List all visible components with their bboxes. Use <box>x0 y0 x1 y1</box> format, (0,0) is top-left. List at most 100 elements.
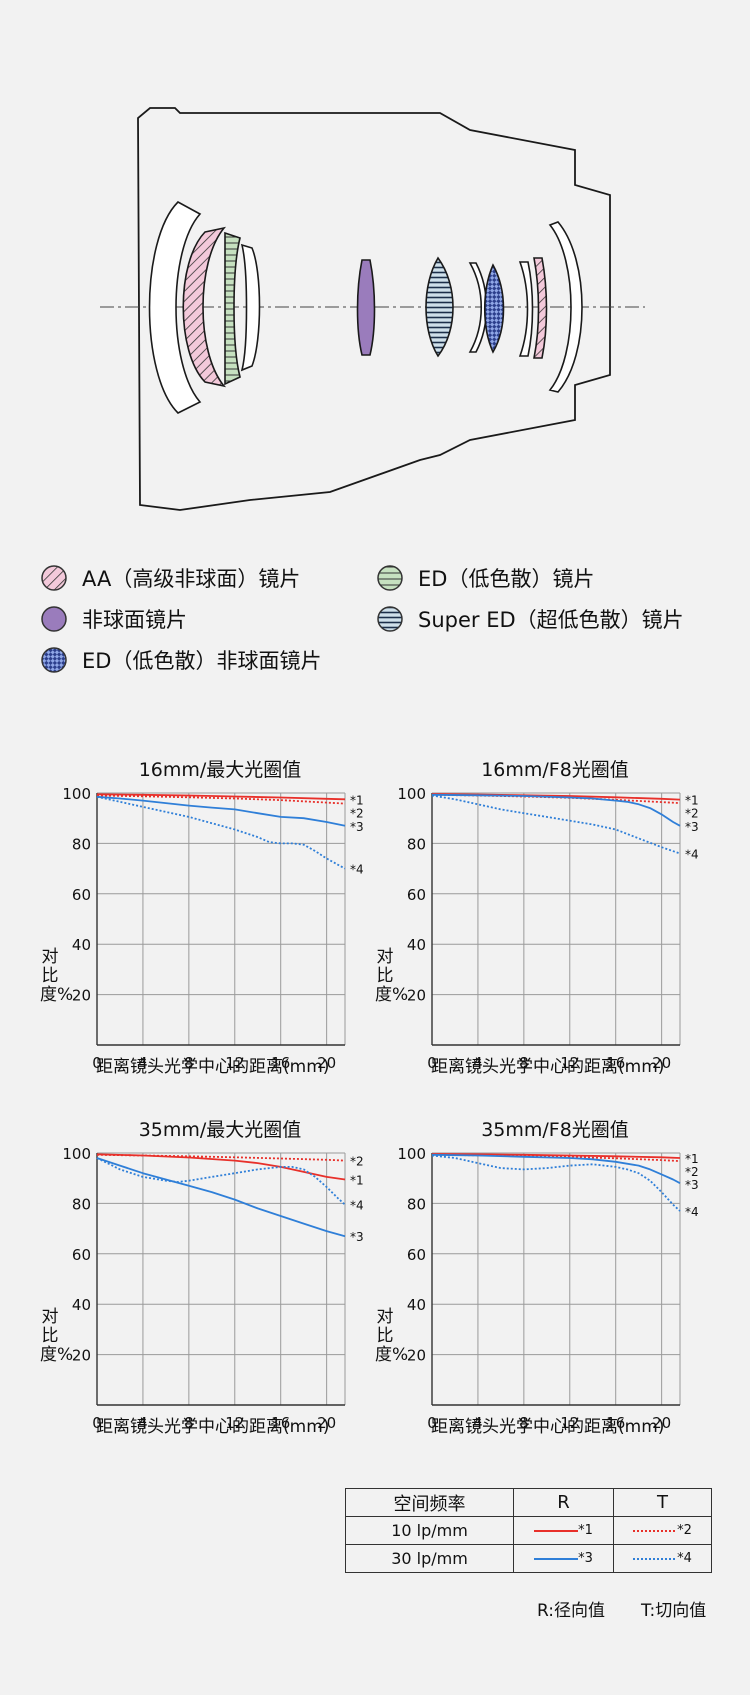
y-tick-label: 60 <box>72 1246 91 1264</box>
x-axis-label: 距离镜头光学中心的距离(mm) <box>431 1417 665 1437</box>
y-tick-label: 40 <box>407 936 426 954</box>
radial-key-cell: *1 <box>513 1516 614 1545</box>
x-tick-label: 12 <box>225 1054 244 1072</box>
series-end-label: *1 <box>685 1152 699 1166</box>
series-line-n3 <box>431 1153 681 1184</box>
series-line-n4 <box>431 1154 681 1212</box>
x-tick-label: 20 <box>317 1054 336 1072</box>
mtf-chart-35mm-wide-open: 35mm/最大光圈值 0 4 8 12 16 20 20 40 60 80 100 *1 *2 *3 *4 … <box>0 1110 375 1440</box>
lens-element-rear-meniscus-1 <box>468 262 488 353</box>
y-tick-label: 80 <box>72 835 91 853</box>
blue-striped-circle-icon <box>377 606 403 632</box>
series-end-label: *1 <box>350 1173 364 1187</box>
purple-circle-icon <box>41 606 67 632</box>
blue-solid-line-swatch <box>534 1557 579 1560</box>
green-circle-icon <box>377 565 403 591</box>
series-line-n4 <box>96 1157 346 1206</box>
lens-element-aa-aspherical <box>182 226 227 388</box>
y-axis-label: 对比度% <box>40 947 74 1005</box>
pink-hatched-circle-icon <box>41 565 67 591</box>
series-line-n2 <box>96 794 346 805</box>
x-tick-label: 8 <box>184 1414 194 1432</box>
series-line-n3 <box>96 795 346 827</box>
chart-title: 16mm/F8光圈值 <box>481 759 629 781</box>
x-tick-label: 16 <box>606 1414 625 1432</box>
series-end-label: *2 <box>350 1155 364 1169</box>
lens-barrel-outline <box>137 107 611 511</box>
series-line-n1 <box>96 793 346 801</box>
series-key-label: *1 <box>578 1523 593 1538</box>
legend-item-aa-aspherical: AA（高级非球面）镜片 <box>40 563 300 593</box>
series-end-label: *1 <box>350 793 364 807</box>
legend-item-ed: ED（低色散）镜片 <box>376 563 594 593</box>
x-tick-label: 0 <box>427 1414 437 1432</box>
series-line-n1 <box>431 1153 681 1159</box>
lens-element-small-front <box>240 243 261 372</box>
y-axis-label: 对比度% <box>40 1307 74 1365</box>
y-tick-label: 20 <box>72 1347 91 1365</box>
y-tick-label: 60 <box>407 1246 426 1264</box>
x-tick-label: 8 <box>519 1414 529 1432</box>
header-spatial-frequency: 空间频率 <box>345 1488 514 1517</box>
y-tick-label: 100 <box>62 785 91 803</box>
mtf-key-table: 空间频率 R T 10 lp/mm *1 *2 30 lp/mm *3 <box>345 1488 712 1573</box>
y-tick-label: 100 <box>397 785 426 803</box>
series-key-label: *3 <box>578 1551 593 1566</box>
series-line-n2 <box>96 1153 346 1162</box>
y-tick-label: 80 <box>72 1195 91 1213</box>
key-table-header: 空间频率 R T <box>345 1488 712 1517</box>
y-tick-label: 20 <box>407 1347 426 1365</box>
y-tick-label: 100 <box>397 1145 426 1163</box>
mtf-chart-16mm-f8: 16mm/F8光圈值 0 4 8 12 16 20 20 40 60 80 100 *1 *2 *3 *4 … <box>335 750 710 1080</box>
y-tick-label: 20 <box>72 987 91 1005</box>
lens-element-ed <box>224 231 241 386</box>
series-end-label: *2 <box>685 1165 699 1179</box>
tangential-note: T:切向值 <box>641 1601 707 1621</box>
blue-checkered-circle-icon <box>41 647 67 673</box>
key-table-row: 10 lp/mm *1 *2 <box>345 1516 712 1545</box>
series-end-label: *2 <box>350 806 364 820</box>
y-axis-label: 对比度% <box>375 1307 409 1365</box>
x-tick-label: 12 <box>560 1054 579 1072</box>
series-end-label: *3 <box>350 1230 364 1244</box>
y-tick-label: 40 <box>72 1296 91 1314</box>
lens-element-rear-aa <box>533 257 548 359</box>
x-tick-label: 20 <box>652 1054 671 1072</box>
y-tick-label: 60 <box>72 886 91 904</box>
chart-title: 35mm/F8光圈值 <box>481 1119 629 1141</box>
radial-note: R:径向值 <box>537 1601 606 1621</box>
legend-item-super-ed: Super ED（超低色散）镜片 <box>376 604 684 634</box>
series-end-label: *2 <box>685 807 699 821</box>
y-tick-label: 40 <box>72 936 91 954</box>
x-tick-label: 16 <box>271 1414 290 1432</box>
lens-element-rear-2 <box>518 261 534 357</box>
legend-label: 非球面镜片 <box>82 608 187 632</box>
legend-label: AA（高级非球面）镜片 <box>82 567 301 591</box>
mtf-chart-16mm-wide-open: 16mm/最大光圈值 0 4 8 12 16 20 20 40 60 80 100 *1 *2 *3 *4 … <box>0 750 375 1080</box>
blue-dotted-line-swatch <box>633 1557 678 1560</box>
lens-element-rear-large <box>548 221 583 393</box>
series-end-label: *4 <box>685 847 699 861</box>
red-solid-line-swatch <box>534 1529 579 1532</box>
x-tick-label: 16 <box>606 1054 625 1072</box>
series-key-label: *2 <box>677 1523 692 1538</box>
x-tick-label: 12 <box>225 1414 244 1432</box>
series-end-label: *4 <box>350 863 364 877</box>
series-end-label: *1 <box>685 794 699 808</box>
lens-element-ed-aspherical <box>483 263 505 354</box>
lens-construction-diagram <box>100 107 645 511</box>
x-tick-label: 0 <box>92 1054 102 1072</box>
x-axis-label: 距离镜头光学中心的距离(mm) <box>96 1057 330 1077</box>
frequency-cell: 30 lp/mm <box>345 1544 514 1573</box>
y-tick-label: 100 <box>62 1145 91 1163</box>
x-tick-label: 8 <box>184 1054 194 1072</box>
series-line-n3 <box>431 793 681 827</box>
header-radial: R <box>513 1488 614 1517</box>
radial-key-cell: *3 <box>513 1544 614 1573</box>
series-key-label: *4 <box>677 1551 692 1566</box>
lens-element-super-ed <box>425 256 454 358</box>
x-axis-label: 距离镜头光学中心的距离(mm) <box>96 1417 330 1437</box>
